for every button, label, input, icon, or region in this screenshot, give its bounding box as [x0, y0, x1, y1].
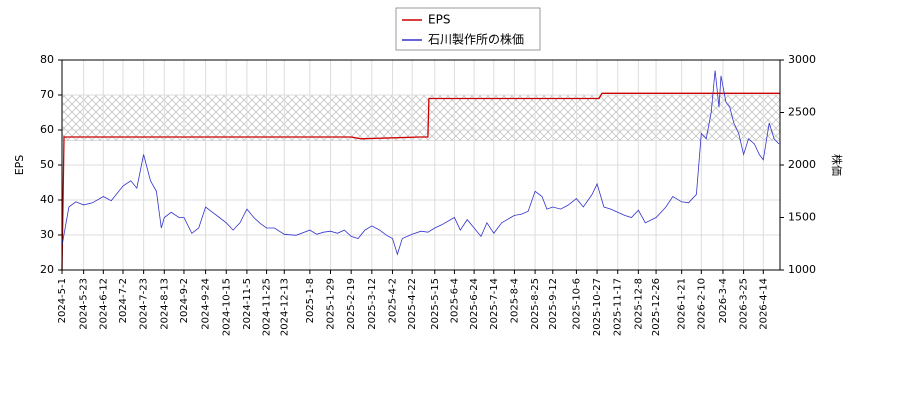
- x-tick-label: 2024-11-25: [262, 278, 273, 336]
- legend: [395, 7, 541, 51]
- x-tick-label: 2026-3-25: [739, 278, 750, 330]
- x-tick-label: 2024-6-12: [98, 278, 109, 330]
- x-tick-label: 2026-3-4: [718, 278, 729, 323]
- y-tick-label: 60: [40, 123, 54, 136]
- x-tick-label: 2025-5-15: [430, 278, 441, 330]
- x-tick-label: 2025-12-26: [651, 278, 662, 336]
- shaded-range: [61, 94, 781, 141]
- x-tick-label: 2025-11-17: [613, 278, 624, 336]
- y-tick-label: 20: [40, 263, 54, 276]
- x-tick-label: 2025-1-8: [305, 278, 316, 323]
- x-tick-label: 2026-1-21: [677, 278, 688, 330]
- x-tick-label: 2024-7-23: [139, 278, 150, 330]
- x-tick-label: 2026-2-10: [696, 278, 707, 330]
- legend-label: 石川製作所の株価: [428, 32, 524, 47]
- x-tick-label: 2025-8-25: [530, 278, 541, 330]
- y-tick-label: 70: [40, 88, 54, 101]
- x-tick-label: 2025-1-29: [326, 278, 337, 330]
- x-tick-label: 2025-12-8: [633, 278, 644, 330]
- x-tick-label: 2025-3-12: [367, 278, 378, 330]
- y2-tick-label: 2500: [788, 106, 816, 119]
- y2-tick-label: 1000: [788, 263, 816, 276]
- x-tick-label: 2025-6-24: [469, 278, 480, 330]
- x-tick-label: 2024-12-13: [279, 278, 290, 336]
- x-tick-label: 2024-5-23: [79, 278, 90, 330]
- x-tick-label: 2025-6-4: [449, 278, 460, 323]
- x-tick-label: 2024-9-2: [179, 278, 190, 323]
- y2-tick-label: 2000: [788, 158, 816, 171]
- x-tick-label: 2025-8-4: [509, 278, 520, 323]
- x-tick-label: 2026-4-14: [758, 278, 769, 330]
- x-tick-label: 2024-10-15: [221, 278, 232, 336]
- y-tick-label: 40: [40, 193, 54, 206]
- x-tick-label: 2025-4-22: [407, 278, 418, 330]
- x-tick-label: 2025-9-12: [548, 278, 559, 330]
- y2-axis-title: 株価: [830, 154, 844, 176]
- y-axis-title: EPS: [13, 155, 26, 176]
- x-tick-label: 2025-4-2: [387, 278, 398, 323]
- y-tick-label: 80: [40, 53, 54, 66]
- y-tick-label: 30: [40, 228, 54, 241]
- x-tick-label: 2025-2-19: [346, 278, 357, 330]
- series-line: [61, 70, 780, 256]
- y2-tick-label: 1500: [788, 211, 816, 224]
- legend-label: EPS: [428, 13, 450, 27]
- y-tick-label: 50: [40, 158, 54, 171]
- y2-tick-label: 3000: [788, 53, 816, 66]
- series-line: [61, 92, 780, 271]
- x-tick-label: 2025-7-14: [489, 278, 500, 330]
- x-tick-label: 2024-5-1: [57, 278, 68, 323]
- x-tick-label: 2025-10-27: [592, 278, 603, 336]
- x-tick-label: 2024-7-2: [118, 278, 129, 323]
- x-tick-label: 2024-11-5: [242, 278, 253, 330]
- x-tick-label: 2024-8-13: [159, 278, 170, 330]
- x-tick-label: 2025-10-6: [571, 278, 582, 330]
- x-tick-label: 2024-9-24: [201, 278, 212, 330]
